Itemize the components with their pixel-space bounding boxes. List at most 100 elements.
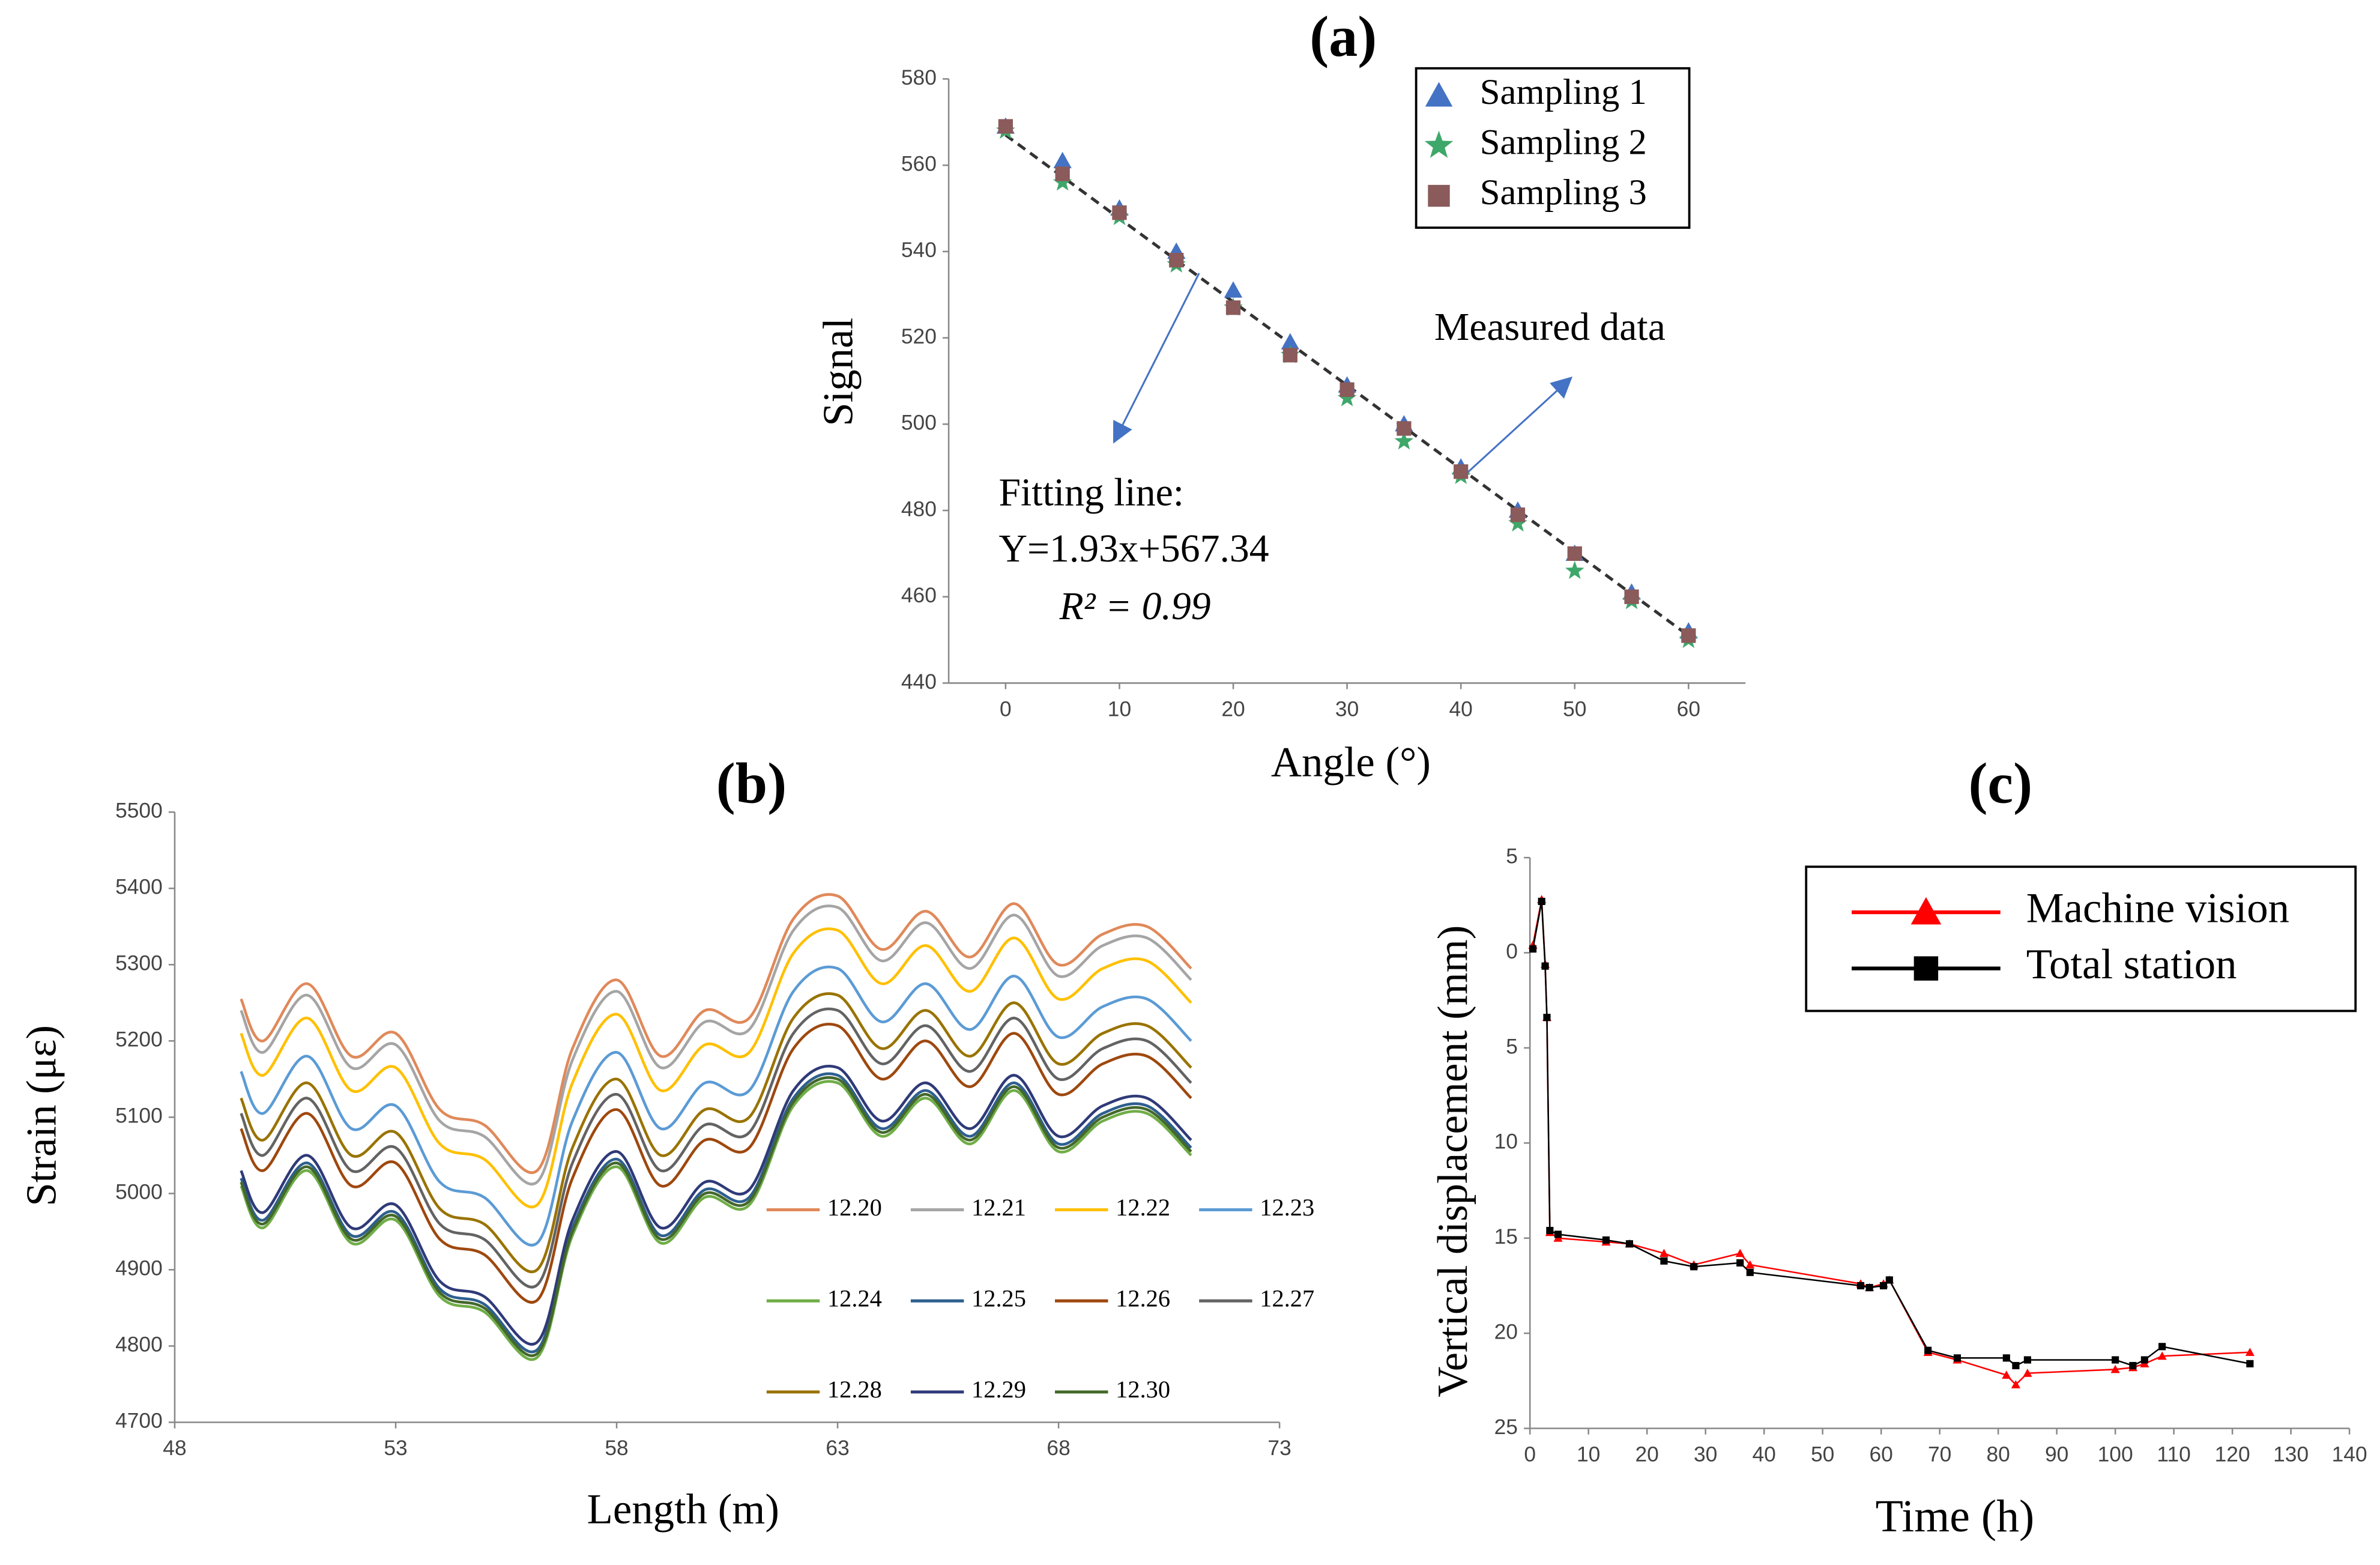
marker-square [1225,300,1241,315]
marker-square [1529,945,1537,953]
marker-square [1538,897,1545,906]
x-tick-label: 53 [384,1436,407,1460]
annotation-arrow [1464,376,1573,476]
marker-square [1690,1263,1698,1271]
x-tick-label: 63 [826,1436,849,1460]
x-tick-label: 140 [2332,1442,2367,1466]
marker-square [1879,1282,1888,1289]
y-tick-label: 5500 [115,799,163,823]
legend-label: 12.27 [1260,1285,1314,1312]
marker-triangle [2002,1370,2011,1379]
series-line [240,893,1192,1174]
marker-square [1624,589,1639,604]
series-line [240,1023,1192,1304]
legend-label: Total station [2026,941,2237,988]
marker-square [1567,546,1582,562]
x-tick-label: 120 [2215,1442,2250,1466]
legend-label: Sampling 3 [1480,172,1647,213]
marker-square [2140,1356,2148,1364]
x-tick-label: 40 [1449,697,1473,721]
marker-square [1454,464,1469,479]
x-tick-label: 70 [1928,1442,1951,1466]
y-axis-label: Vertical displacement (mm) [1430,925,1476,1397]
marker-triangle [2011,1380,2020,1388]
marker-star [1053,172,1072,191]
y-tick-label: 25 [1494,1415,1518,1439]
marker-square [1856,1282,1865,1289]
marker-triangle [1745,1260,1755,1269]
marker-square [1660,1257,1668,1265]
legend-box [1805,865,2357,1013]
chart-title: (c) [1968,751,2032,815]
marker-triangle [2110,1364,2120,1373]
marker-triangle [1224,281,1243,298]
x-tick-label: 80 [1986,1442,2010,1466]
chart-title: (b) [716,751,787,815]
y-axis-label: Signal [815,318,862,426]
marker-square [2129,1361,2137,1370]
y-tick-label: 5000 [115,1181,163,1204]
marker-square [2158,1343,2166,1351]
marker-square [1397,421,1412,436]
x-tick-label: 68 [1047,1436,1070,1460]
legend-label: 12.21 [971,1194,1026,1221]
legend-label: Sampling 1 [1480,72,1647,112]
marker-square [1055,166,1070,181]
marker-square [1913,956,1939,981]
marker-triangle [1425,82,1453,107]
legend-label: 12.20 [827,1194,882,1221]
y-tick-label: 500 [901,411,937,435]
x-axis-label: Angle (°) [1271,739,1431,786]
x-tick-label: 60 [1869,1442,1892,1466]
series-line [240,1072,1192,1354]
y-tick-label: 4800 [115,1333,163,1357]
series-line [240,965,1192,1247]
marker-square [1428,184,1450,207]
marker-triangle [2023,1369,2032,1377]
x-tick-label: 0 [1000,697,1012,721]
marker-square [1543,1014,1551,1022]
y-tick-label: 20 [1494,1320,1518,1343]
x-tick-label: 10 [1577,1442,1600,1466]
marker-square [1924,1346,1932,1354]
y-tick-label: 5 [1506,844,1518,868]
chart-title: (a) [1309,4,1377,68]
y-tick-label: 5200 [115,1028,163,1052]
x-tick-label: 50 [1811,1442,1834,1466]
series-line [240,1064,1192,1346]
y-tick-label: 580 [901,66,937,89]
x-tick-label: 20 [1221,697,1245,721]
annotation: Y=1.93x+567.34 [999,527,1269,571]
marker-square [1112,205,1127,220]
marker-square [1510,507,1526,522]
x-tick-label: 50 [1563,697,1586,721]
legend-label: 12.28 [827,1376,882,1403]
annotation: Measured data [1434,305,1666,349]
y-tick-label: 5100 [115,1104,163,1128]
marker-square [1282,348,1297,363]
marker-square [1953,1354,1961,1362]
marker-square [1625,1240,1633,1248]
x-axis-label: Time (h) [1876,1491,2035,1542]
legend-label: 12.26 [1116,1285,1170,1312]
marker-square [2002,1354,2010,1362]
marker-triangle [1735,1249,1745,1258]
y-tick-label: 540 [901,238,937,262]
x-tick-label: 90 [2045,1442,2068,1466]
series-line [240,904,1192,1185]
x-tick-label: 130 [2273,1442,2309,1466]
marker-square [998,119,1013,134]
marker-square [1746,1268,1754,1276]
legend-label: 12.30 [1116,1376,1170,1403]
marker-square [2246,1360,2254,1367]
annotation: R² = 0.99 [1059,584,1211,628]
y-axis-label: Strain (με) [18,1025,65,1206]
y-tick-label: 5300 [115,952,163,975]
marker-square [1541,962,1549,970]
x-tick-label: 73 [1267,1436,1291,1460]
marker-square [1736,1259,1744,1267]
marker-star [1394,431,1414,450]
marker-triangle [1659,1249,1669,1258]
